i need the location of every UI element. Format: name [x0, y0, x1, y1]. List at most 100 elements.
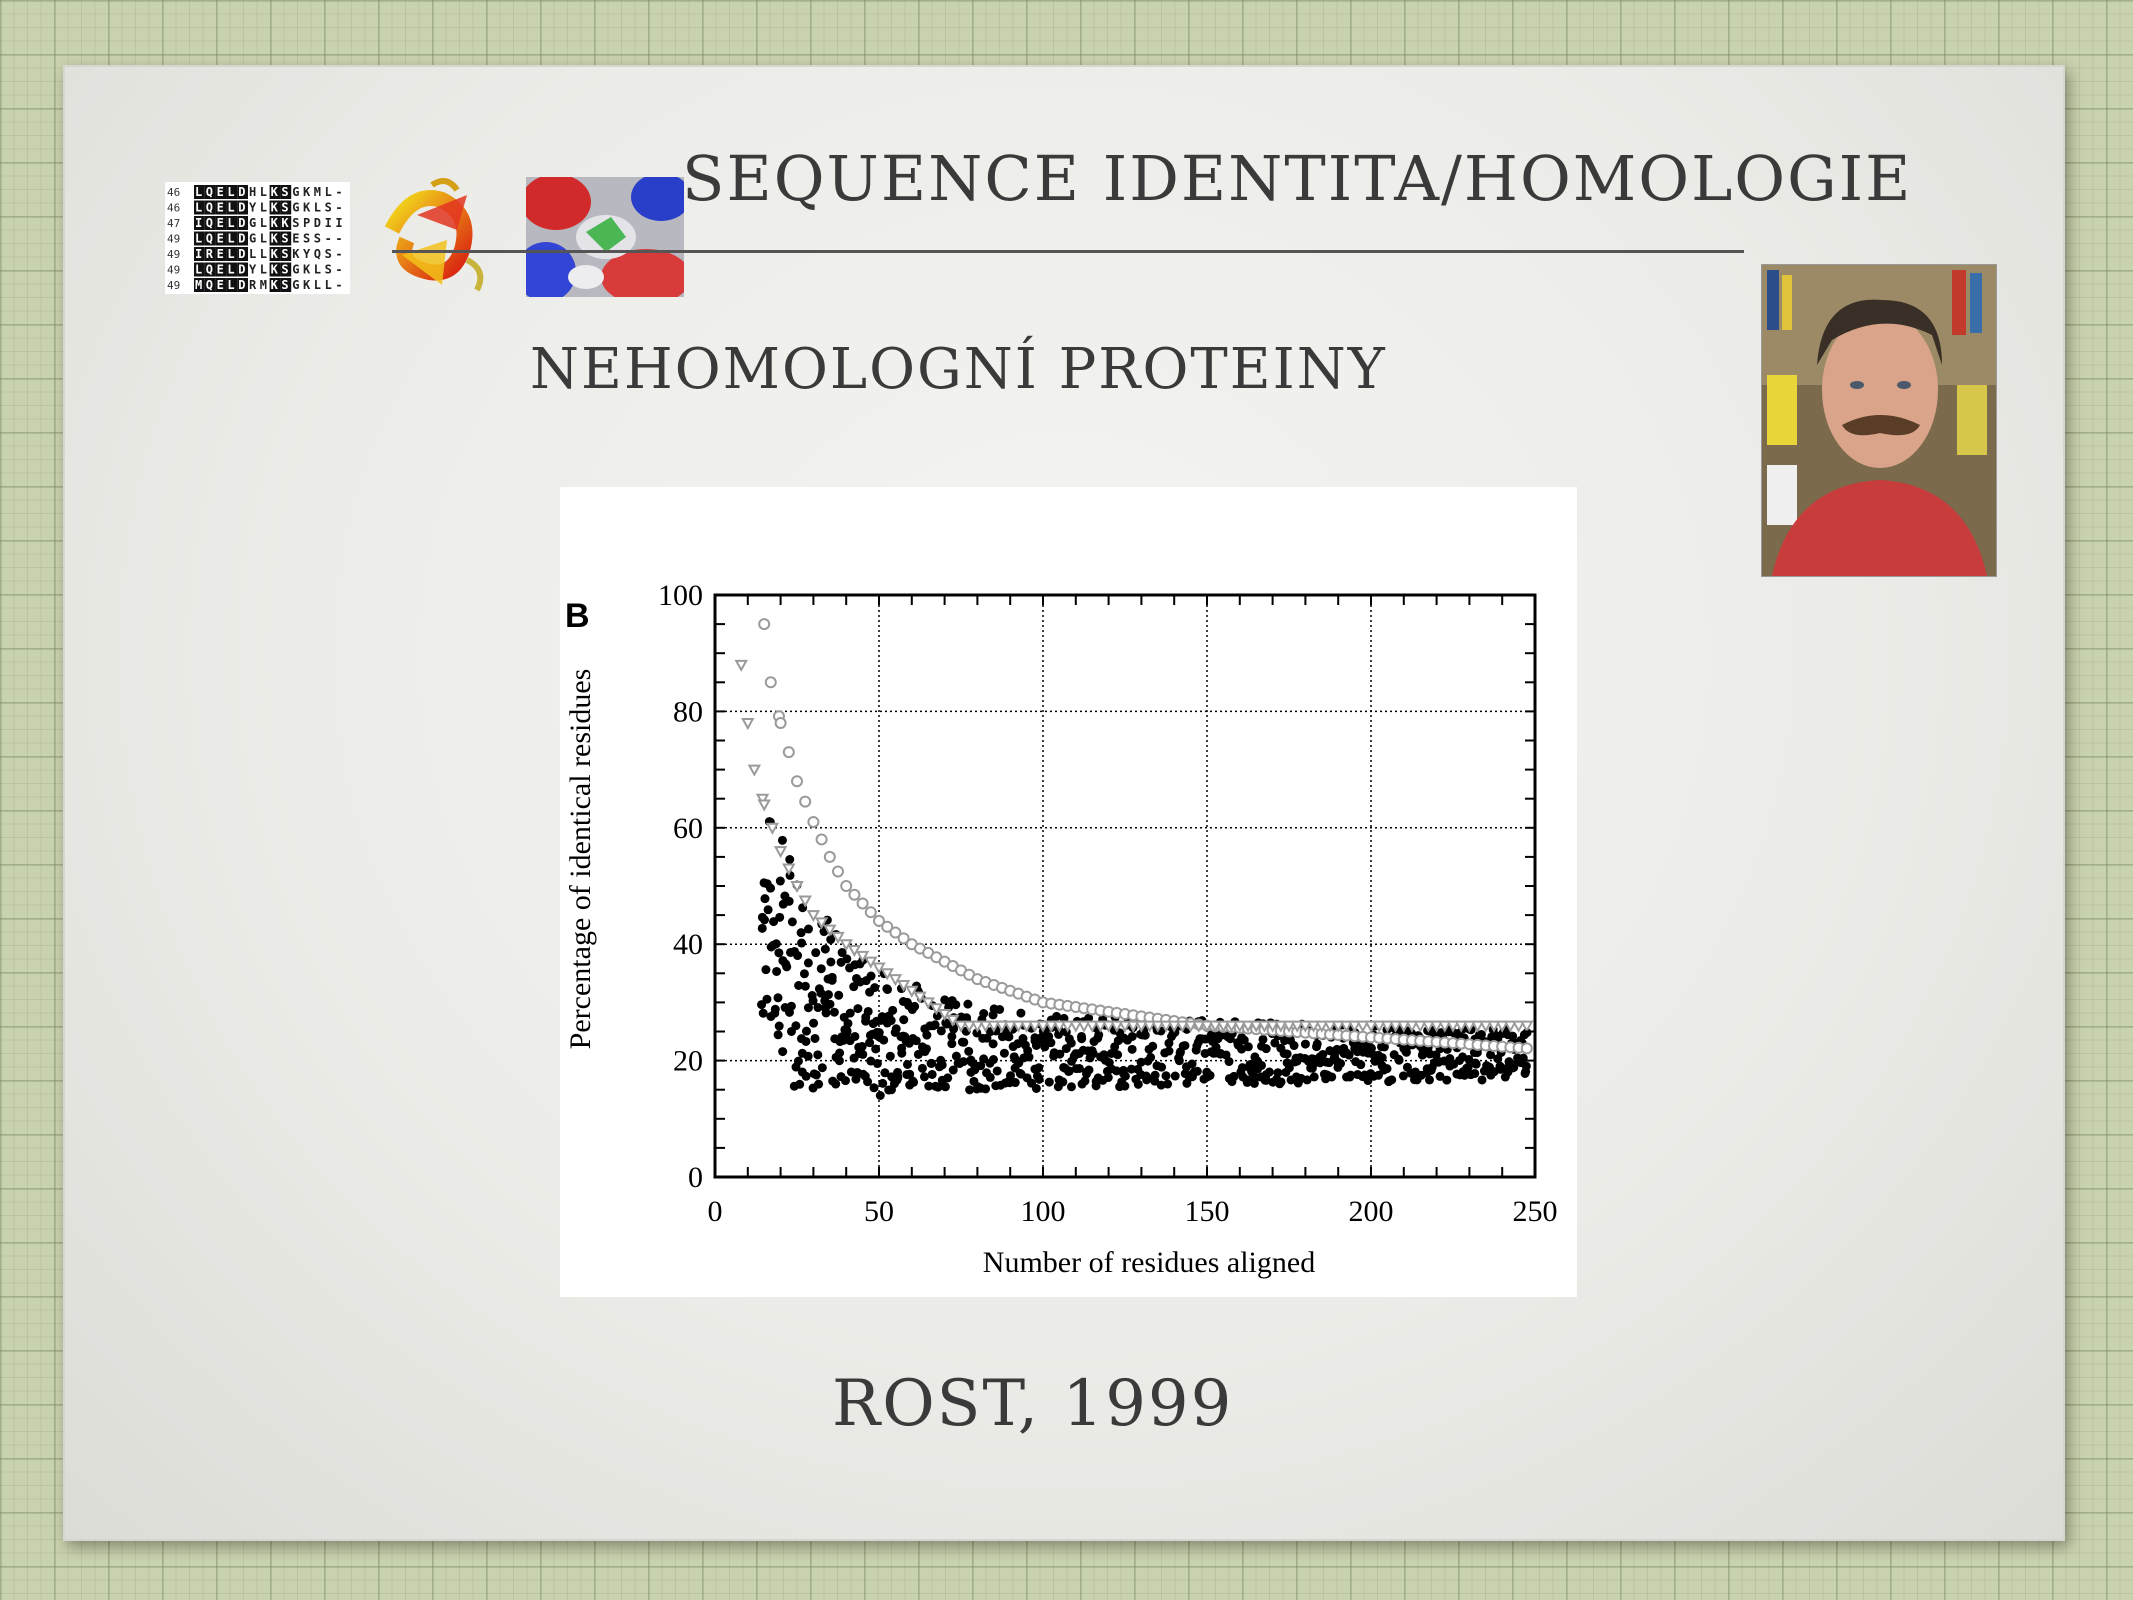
data-point-black: [927, 1069, 937, 1079]
data-point-black: [917, 1063, 927, 1073]
alignment-residue: G: [249, 232, 256, 246]
data-point-black: [761, 965, 771, 975]
data-point-black: [1044, 1077, 1054, 1087]
data-point-black: [919, 1072, 929, 1082]
data-point-triangle: [1274, 1020, 1288, 1033]
citation: ROST, 1999: [832, 1367, 1234, 1441]
data-point-black: [902, 1059, 912, 1069]
alignment-residue: E: [217, 185, 224, 199]
data-point-triangle: [1257, 1020, 1272, 1033]
data-point-black: [1401, 1047, 1411, 1057]
data-point-circle: [823, 850, 836, 863]
y-tick-label: 20: [673, 1045, 703, 1078]
alignment-residue: L: [260, 185, 267, 199]
data-point-black: [1258, 1034, 1268, 1044]
data-point-black: [811, 948, 821, 958]
data-point-triangle: [905, 985, 919, 998]
data-point-black: [1224, 1057, 1234, 1067]
data-point-triangle: [1216, 1020, 1231, 1033]
data-point-black: [1120, 1071, 1130, 1081]
data-point-black: [801, 1036, 811, 1046]
data-point-triangle: [1380, 1020, 1395, 1033]
data-point-triangle: [1142, 1020, 1157, 1033]
data-point-triangle: [1339, 1020, 1354, 1033]
alignment-residue: G: [292, 263, 299, 277]
data-point-black: [1146, 1052, 1156, 1062]
alignment-residue: -: [335, 278, 342, 292]
data-point-triangle: [970, 1020, 985, 1033]
alignment-residue: S: [325, 263, 332, 277]
data-point-black: [1364, 1041, 1374, 1051]
data-point-black: [882, 984, 892, 994]
data-point-black: [1442, 1075, 1452, 1085]
protein-surface-logo: [526, 177, 684, 297]
alignment-residue: Q: [206, 278, 213, 292]
data-point-black: [1066, 1038, 1076, 1048]
data-point-black: [981, 1084, 991, 1094]
data-point-black: [863, 1077, 873, 1087]
data-point-triangle: [864, 956, 878, 969]
data-point-black: [969, 1059, 979, 1069]
data-point-triangle: [847, 945, 862, 958]
data-point-triangle: [782, 863, 796, 876]
alignment-residue: Q: [314, 247, 321, 261]
data-point-black: [1345, 1072, 1355, 1082]
data-point-triangle: [1503, 1020, 1518, 1033]
data-point-black: [814, 1079, 824, 1089]
data-point-triangle: [823, 924, 837, 937]
alignment-residue: S: [314, 232, 321, 246]
data-point-black: [801, 1071, 811, 1081]
data-point-black: [863, 1006, 873, 1016]
alignment-residue: L: [325, 185, 332, 199]
data-point-triangle: [1110, 1020, 1124, 1033]
data-point-black: [988, 1055, 998, 1065]
data-point-black: [841, 1076, 851, 1086]
data-point-black: [817, 1063, 827, 1073]
sequence-alignment-logo: 46 L Q E L D H L K S G K M L -46 L Q E L D Y L K S G K L S -47 I Q E L D G…: [165, 182, 350, 294]
data-point-black: [821, 1008, 831, 1018]
data-point-black: [1237, 1063, 1247, 1073]
data-point-circle: [758, 618, 771, 631]
data-point-black: [932, 1011, 942, 1021]
data-point-black: [1091, 1081, 1101, 1091]
alignment-residue: S: [325, 247, 332, 261]
data-point-triangle: [1364, 1020, 1378, 1033]
alignment-residue: M: [260, 278, 267, 292]
data-point-black: [886, 1016, 896, 1026]
alignment-residue: K: [271, 216, 279, 230]
data-point-black: [1394, 1054, 1404, 1064]
data-point-black: [909, 1077, 919, 1087]
data-point-black: [845, 1008, 855, 1018]
data-point-black: [1170, 1027, 1180, 1037]
data-point-black: [773, 993, 783, 1003]
data-point-black: [1398, 1071, 1408, 1081]
data-point-black: [793, 1056, 803, 1066]
data-point-black: [949, 1024, 959, 1034]
data-point-black: [933, 1082, 943, 1092]
data-point-black: [1052, 1011, 1062, 1021]
alignment-residue: K: [271, 185, 279, 199]
data-point-black: [865, 1038, 875, 1048]
data-point-black: [1522, 1028, 1532, 1038]
data-point-circle: [1520, 1042, 1533, 1055]
data-point-triangle: [1479, 1020, 1493, 1033]
alignment-residue: S: [281, 232, 288, 246]
data-point-black: [940, 995, 950, 1005]
identity-scatter-chart: B 0 50 100 150 200 250 0 20 40 60 80 100 Number of …: [560, 487, 1577, 1297]
alignment-residue: L: [260, 216, 267, 230]
data-point-black: [965, 1085, 975, 1095]
slide: 46 L Q E L D H L K S G K M L -46 L Q E L D Y L K S G K L S -47 I Q E L D G…: [63, 65, 2065, 1541]
data-point-black: [1426, 1065, 1436, 1075]
data-point-black: [827, 972, 837, 982]
data-point-black: [803, 1003, 813, 1013]
data-point-circle: [881, 920, 894, 933]
data-point-black: [757, 923, 767, 933]
data-point-black: [1084, 1013, 1094, 1023]
data-point-triangle: [995, 1020, 1009, 1033]
author-photo: [1761, 264, 1997, 577]
data-point-black: [1187, 1059, 1197, 1069]
data-point-black: [888, 1005, 898, 1015]
y-tick-label: 40: [673, 928, 703, 961]
data-point-black: [834, 990, 844, 1000]
data-point-triangle: [1470, 1020, 1485, 1033]
